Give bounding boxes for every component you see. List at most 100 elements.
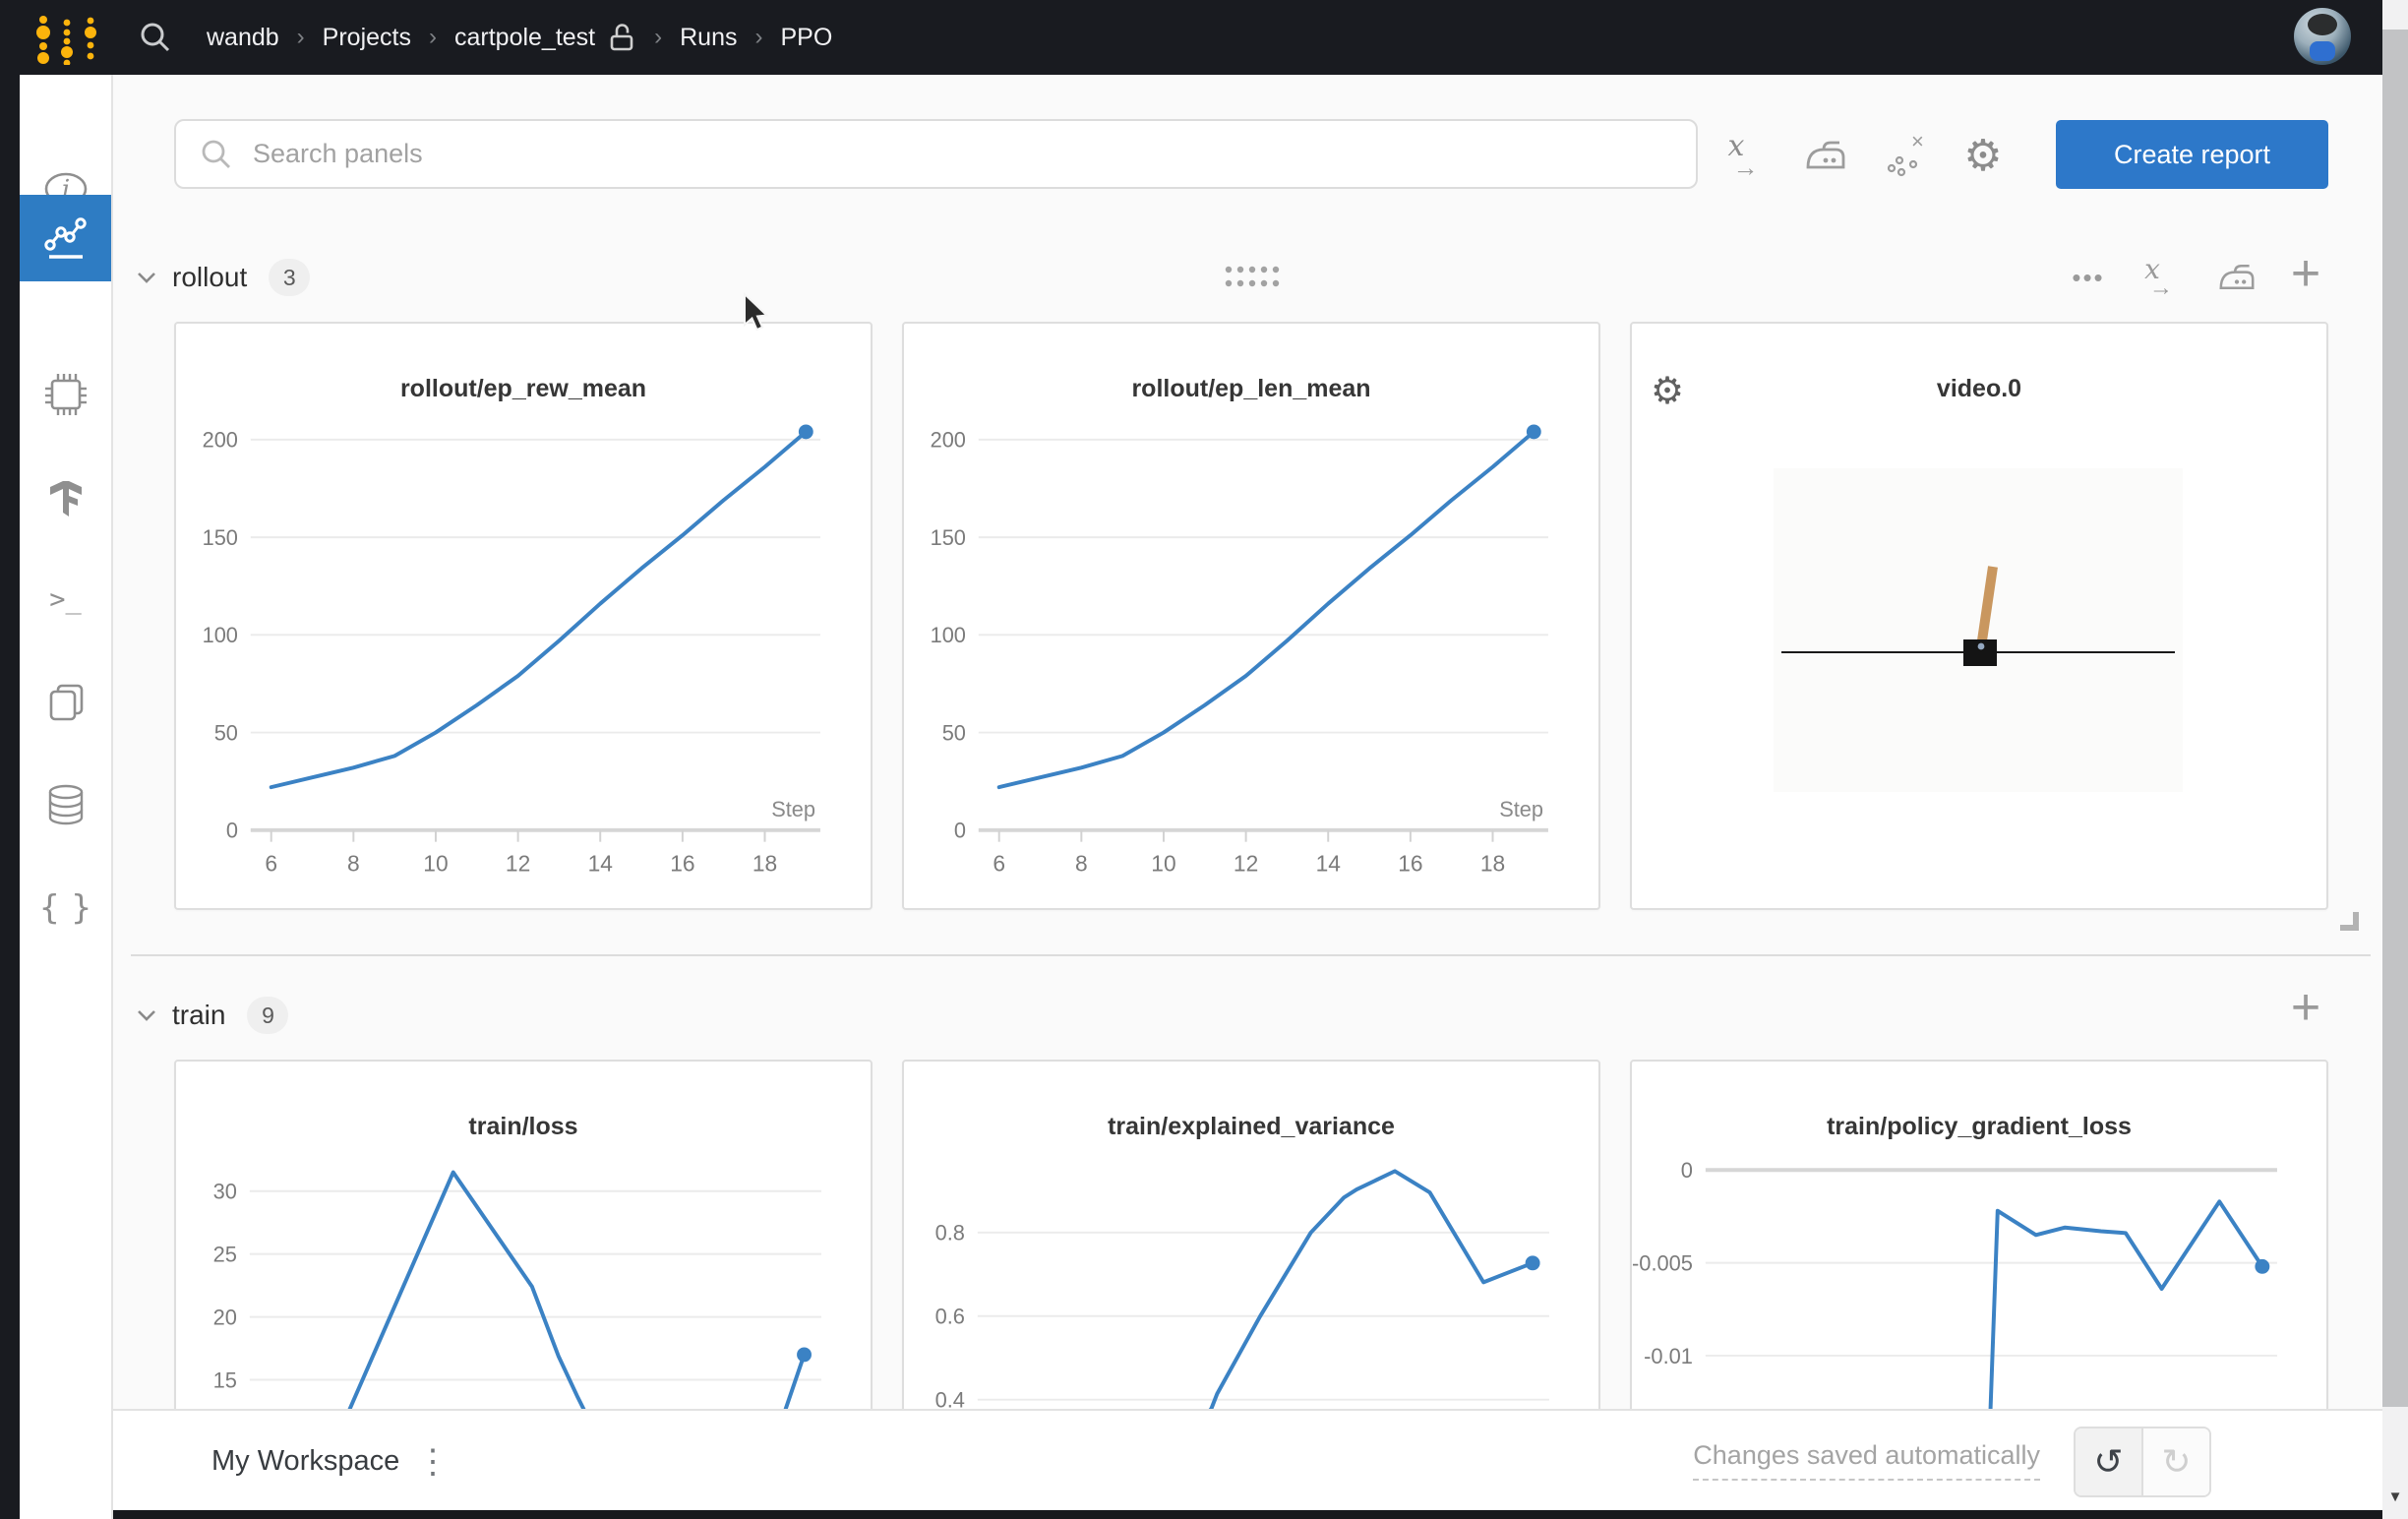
x-axis-settings-icon[interactable]: x → bbox=[2144, 252, 2173, 302]
panel-video-0[interactable]: ⚙ video.0 bbox=[1630, 322, 2328, 910]
cartpole-axle bbox=[1977, 642, 1985, 650]
breadcrumb-run-name[interactable]: PPO bbox=[780, 23, 833, 51]
smoothing-iron-icon[interactable] bbox=[2209, 250, 2264, 305]
undo-button[interactable]: ↺ bbox=[2076, 1428, 2143, 1495]
svg-text:Step: Step bbox=[771, 797, 815, 821]
svg-text:-0.005: -0.005 bbox=[1632, 1251, 1693, 1276]
add-panel-icon[interactable]: + bbox=[2290, 245, 2321, 302]
svg-text:16: 16 bbox=[670, 850, 694, 876]
settings-gear-icon[interactable]: ⚙ bbox=[1963, 131, 2003, 180]
smoothing-iron-icon[interactable] bbox=[1798, 124, 1853, 187]
svg-text:30: 30 bbox=[213, 1180, 237, 1204]
svg-text:18: 18 bbox=[1480, 850, 1505, 876]
chevron-down-icon[interactable] bbox=[135, 269, 158, 286]
section-title[interactable]: train bbox=[172, 1000, 226, 1030]
section-title[interactable]: rollout bbox=[172, 262, 248, 292]
drag-handle[interactable] bbox=[1222, 258, 1285, 293]
breadcrumb-wandb[interactable]: wandb bbox=[207, 23, 279, 51]
svg-text:i: i bbox=[61, 175, 69, 205]
breadcrumb-separator: › bbox=[654, 24, 663, 50]
sidebar-item-logs[interactable]: >_ bbox=[20, 568, 111, 631]
autosave-status[interactable]: Changes saved automatically bbox=[1693, 1440, 2040, 1481]
files-icon bbox=[49, 684, 83, 721]
unlock-icon bbox=[610, 24, 633, 51]
cartpole-pole bbox=[1976, 566, 1998, 648]
svg-text:16: 16 bbox=[1398, 850, 1422, 876]
more-options-icon[interactable]: ••• bbox=[2072, 262, 2105, 292]
svg-text:50: 50 bbox=[214, 720, 238, 745]
svg-text:200: 200 bbox=[931, 428, 966, 453]
line-chart-icon bbox=[43, 217, 87, 259]
add-panel-icon[interactable]: + bbox=[2290, 979, 2321, 1036]
create-report-button[interactable]: Create report bbox=[2056, 120, 2328, 189]
breadcrumb-project-name[interactable]: cartpole_test bbox=[453, 23, 596, 51]
database-icon bbox=[48, 784, 83, 825]
breadcrumb-separator: › bbox=[754, 24, 763, 50]
section-divider bbox=[131, 954, 2371, 956]
svg-text:0: 0 bbox=[226, 819, 238, 843]
panel-ep-len-mean[interactable]: rollout/ep_len_mean 0 50 100 150 200 6 8 10 12 14… bbox=[902, 322, 1600, 910]
history-buttons: ↺ ↻ bbox=[2074, 1427, 2211, 1497]
line-chart-plot[interactable]: 0 50 100 150 200 6 8 10 12 14 16 18 Step bbox=[176, 324, 871, 908]
chart-title: train/explained_variance bbox=[1108, 1113, 1395, 1140]
svg-text:14: 14 bbox=[1316, 850, 1341, 876]
sidebar-item-tensorflow[interactable] bbox=[20, 464, 111, 527]
workspace-menu-kebab-icon[interactable]: ⋮ bbox=[416, 1442, 450, 1481]
chip-icon bbox=[44, 374, 87, 415]
sidebar-item-config[interactable]: { } bbox=[20, 877, 111, 940]
line-chart-plot[interactable]: 0.4 0.6 0.8 bbox=[904, 1062, 1598, 1519]
search-icon[interactable] bbox=[138, 20, 173, 55]
cartpole-video-frame[interactable] bbox=[1774, 468, 2183, 792]
svg-text:25: 25 bbox=[213, 1243, 237, 1267]
svg-text:100: 100 bbox=[931, 623, 966, 647]
wandb-logo-icon[interactable] bbox=[26, 10, 108, 65]
svg-text:8: 8 bbox=[347, 850, 360, 876]
svg-text:12: 12 bbox=[1234, 850, 1258, 876]
svg-text:10: 10 bbox=[423, 850, 448, 876]
svg-text:10: 10 bbox=[1151, 850, 1175, 876]
sidebar-item-files[interactable] bbox=[20, 670, 111, 733]
panel-settings-gear-icon[interactable]: ⚙ bbox=[1650, 370, 1685, 412]
line-chart-plot[interactable]: 0 -0.005 -0.01 bbox=[1632, 1062, 2326, 1519]
outliers-icon[interactable]: × bbox=[1877, 124, 1932, 187]
page-scrollbar: ▼ bbox=[2382, 0, 2408, 1519]
svg-text:100: 100 bbox=[203, 623, 238, 647]
sidebar-item-system[interactable] bbox=[20, 363, 111, 426]
breadcrumb-separator: › bbox=[296, 24, 305, 50]
panel-ep-rew-mean[interactable]: rollout/ep_rew_mean 0 50 100 150 200 6 8 10 12 14… bbox=[174, 322, 873, 910]
panel-count-badge: 3 bbox=[269, 259, 311, 296]
search-icon bbox=[202, 140, 230, 168]
svg-text:-0.01: -0.01 bbox=[1644, 1344, 1693, 1368]
section-header-rollout: rollout 3 bbox=[135, 248, 311, 307]
video-panel-title: video.0 bbox=[1936, 375, 2022, 402]
sidebar-item-charts[interactable] bbox=[20, 195, 111, 281]
scrollbar-thumb[interactable] bbox=[2382, 30, 2408, 1407]
svg-text:8: 8 bbox=[1075, 850, 1088, 876]
svg-text:0.4: 0.4 bbox=[935, 1388, 965, 1413]
x-axis-settings-icon[interactable]: x → bbox=[1727, 128, 1759, 182]
svg-text:50: 50 bbox=[942, 720, 966, 745]
line-chart-plot[interactable]: 0 50 100 150 200 6 8 10 12 14 16 18 Step bbox=[904, 324, 1598, 908]
chart-title: rollout/ep_rew_mean bbox=[399, 375, 647, 402]
redo-button[interactable]: ↻ bbox=[2143, 1428, 2209, 1495]
breadcrumb-projects[interactable]: Projects bbox=[322, 23, 411, 51]
search-input[interactable] bbox=[174, 119, 1698, 189]
chart-title: train/loss bbox=[468, 1113, 578, 1140]
sidebar-item-artifacts[interactable] bbox=[20, 773, 111, 836]
chevron-down-icon[interactable] bbox=[135, 1006, 158, 1024]
svg-text:0: 0 bbox=[954, 819, 966, 843]
tensorflow-icon bbox=[49, 481, 82, 516]
svg-text:150: 150 bbox=[931, 525, 966, 550]
bottom-edge-strip bbox=[0, 1510, 2382, 1519]
breadcrumb-runs[interactable]: Runs bbox=[680, 23, 738, 51]
close-x-glyph: × bbox=[1911, 133, 1924, 153]
workspace-title: My Workspace bbox=[211, 1445, 400, 1477]
panel-count-badge: 9 bbox=[247, 997, 289, 1034]
svg-text:0.8: 0.8 bbox=[935, 1221, 965, 1246]
svg-text:Step: Step bbox=[1499, 797, 1543, 821]
user-avatar[interactable] bbox=[2294, 8, 2351, 65]
section-resize-handle[interactable] bbox=[2337, 909, 2361, 933]
scrollbar-down-arrow-icon[interactable]: ▼ bbox=[2387, 1489, 2403, 1505]
svg-text:0: 0 bbox=[1681, 1158, 1693, 1183]
